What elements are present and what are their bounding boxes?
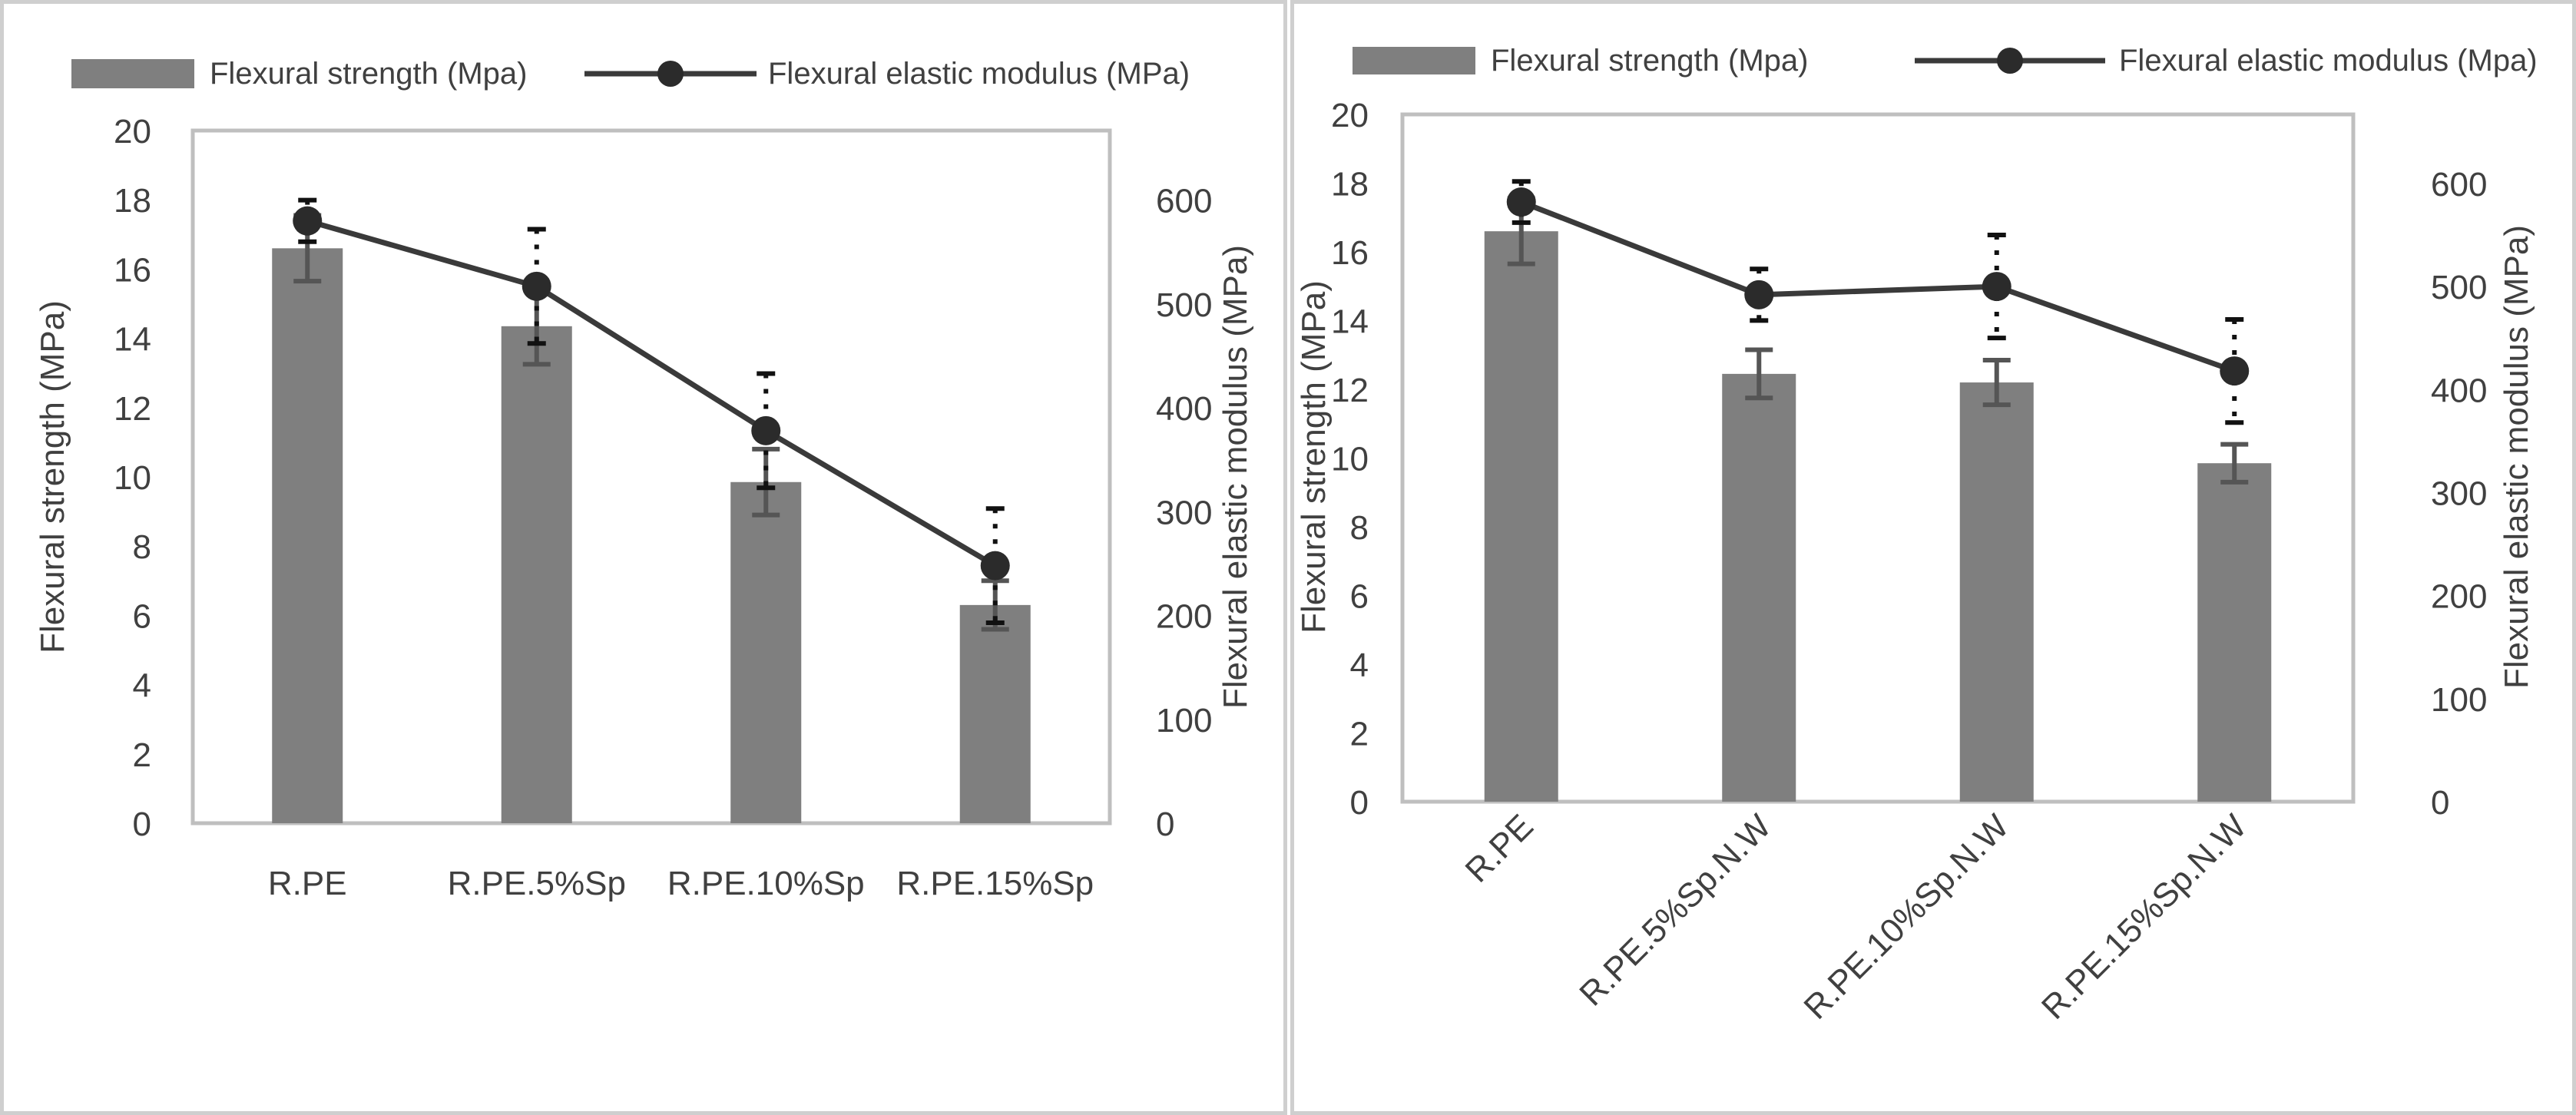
y-axis-title: Flexural strength (MPa)	[34, 300, 71, 653]
modulus-line	[306, 218, 997, 568]
bar-error-bar	[1745, 347, 1773, 401]
x-tick-label: R.PE	[268, 865, 347, 902]
y2-tick-label: 400	[2431, 372, 2487, 409]
x-tick-label: R.PE.5%Sp.N.W	[1572, 807, 1778, 1013]
y2-tick-label: 200	[2431, 578, 2487, 616]
y-tick-label: 8	[133, 528, 151, 566]
legend-line-label: Flexural elastic modulus (MPa)	[768, 57, 1190, 91]
line-error-bar	[985, 506, 1005, 626]
y-tick-label: 20	[114, 113, 151, 151]
bar	[501, 326, 572, 823]
y-tick-label: 16	[114, 251, 151, 289]
x-tick-label: R.PE.5%Sp	[448, 865, 626, 902]
y2-tick-label: 500	[2431, 269, 2487, 306]
y-tick-label: 14	[1331, 303, 1369, 341]
line-error-bar	[2225, 317, 2244, 425]
line-error-bar	[527, 227, 546, 346]
legend-bar-label: Flexural strength (Mpa)	[210, 57, 527, 91]
y2-tick-label: 0	[2431, 784, 2449, 822]
y-tick-label: 14	[114, 321, 151, 359]
x-tick-label: R.PE.10%Sp.N.W	[1796, 807, 2016, 1027]
y-tick-label: 10	[1331, 441, 1369, 478]
legend-line-marker	[657, 61, 684, 87]
y-tick-label: 0	[133, 806, 151, 843]
y-tick-label: 16	[1331, 234, 1369, 272]
chart-panel-left: 0 2 4 6 8 10 12 14 16 18 20 0 100 200 300 400 500 600 Flex…	[0, 0, 1287, 1115]
line-error-bar	[757, 371, 776, 491]
bar	[272, 248, 343, 824]
y-tick-label: 12	[114, 390, 151, 428]
y2-tick-label: 0	[1156, 806, 1174, 843]
y2-tick-label: 300	[2431, 475, 2487, 512]
modulus-marker	[2220, 356, 2250, 386]
x-tick-label: R.PE.15%Sp	[896, 865, 1094, 902]
y-tick-label: 20	[1331, 97, 1369, 134]
bar	[730, 481, 802, 823]
y2-axis-title: Flexural elastic modulus (MPa)	[2498, 225, 2535, 689]
legend-line-label: Flexural elastic modulus (Mpa)	[2119, 44, 2538, 78]
modulus-marker	[521, 271, 551, 301]
y-tick-label: 10	[114, 459, 151, 497]
y2-tick-label: 100	[2431, 681, 2487, 719]
modulus-marker	[980, 551, 1010, 581]
bar	[1484, 231, 1558, 802]
x-tick-label: R.PE.10%Sp	[667, 865, 865, 902]
line-error-bar	[1987, 232, 2006, 341]
y2-axis-title: Flexural elastic modulus (MPa)	[1217, 245, 1254, 709]
chart-panel-right: 0 2 4 6 8 10 12 14 16 18 20 0 100 200 300 400 500 600 Flex…	[1290, 0, 2576, 1115]
y-tick-label: 12	[1331, 372, 1369, 409]
plot-area-frame	[1400, 112, 2356, 804]
flexural-chart-right: 024681012141618200100200300400500600Flex…	[1295, 44, 2538, 1027]
plot-area-frame	[190, 128, 1112, 825]
y-tick-label: 2	[133, 736, 151, 774]
flexural-chart-left: 024681012141618200100200300400500600Flex…	[34, 57, 1254, 902]
bar	[2197, 463, 2272, 802]
y-tick-label: 4	[1350, 647, 1369, 684]
y2-tick-label: 400	[1156, 390, 1212, 428]
line-error-bar	[1750, 266, 1769, 323]
modulus-marker	[751, 415, 781, 445]
y-tick-label: 4	[133, 667, 151, 705]
y2-tick-label: 200	[1156, 598, 1212, 636]
modulus-line	[1520, 199, 2236, 374]
y2-tick-label: 100	[1156, 702, 1212, 739]
y-axis-title: Flexural strength (MPa)	[1295, 280, 1333, 634]
y-tick-label: 6	[133, 597, 151, 635]
y-tick-label: 18	[114, 182, 151, 220]
y-tick-label: 18	[1331, 166, 1369, 203]
y-tick-label: 8	[1350, 509, 1369, 547]
legend-bar-swatch	[71, 59, 194, 88]
legend-bar-label: Flexural strength (Mpa)	[1491, 44, 1808, 78]
modulus-marker	[1982, 272, 2011, 302]
bar	[959, 604, 1031, 823]
modulus-marker	[1744, 280, 1774, 309]
y-tick-label: 0	[1350, 784, 1369, 822]
bar-error-bar	[1982, 357, 2011, 408]
bar	[1959, 382, 2034, 802]
bar-error-bar	[2220, 442, 2249, 485]
legend-bar-swatch	[1353, 47, 1475, 74]
x-tick-label: R.PE	[1459, 807, 1541, 889]
modulus-marker	[293, 206, 323, 236]
y2-tick-label: 300	[1156, 494, 1212, 531]
x-tick-label: R.PE.15%Sp.N.W	[2035, 807, 2254, 1027]
y2-tick-label: 600	[2431, 166, 2487, 203]
y-tick-label: 6	[1350, 578, 1369, 616]
y-tick-label: 2	[1350, 716, 1369, 753]
modulus-marker	[1506, 187, 1536, 217]
y2-tick-label: 500	[1156, 286, 1212, 324]
bar	[1722, 373, 1796, 802]
y2-tick-label: 600	[1156, 183, 1212, 220]
legend-line-marker	[1997, 48, 2023, 74]
